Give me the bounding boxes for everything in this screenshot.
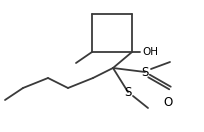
Text: S: S	[140, 65, 148, 79]
Text: OH: OH	[141, 47, 157, 57]
Text: O: O	[163, 96, 172, 109]
Text: S: S	[123, 86, 131, 98]
